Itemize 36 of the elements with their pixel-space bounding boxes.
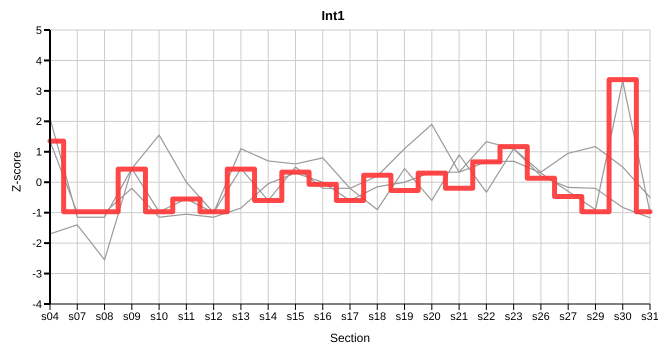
x-tick-label: s30: [614, 310, 632, 323]
x-tick-label: s11: [178, 310, 195, 323]
x-tick-label: s17: [341, 310, 359, 323]
x-tick-label: s15: [286, 310, 304, 323]
x-tick-label: s08: [96, 310, 114, 323]
x-tick-label: s27: [559, 310, 578, 323]
x-tick-label: s18: [368, 310, 386, 323]
x-axis-title: Section: [330, 331, 370, 345]
y-tick-label: 3: [36, 86, 42, 98]
y-tick-label: 2: [36, 116, 42, 128]
x-tick-label: s09: [122, 310, 141, 323]
y-tick-label: 4: [36, 55, 42, 68]
x-tick-label: s31: [641, 310, 659, 323]
x-tick-label: s22: [477, 310, 496, 323]
y-axis-title: Z-score: [9, 151, 24, 192]
x-tick-label: s10: [150, 310, 168, 323]
y-tick-label: -4: [32, 298, 42, 311]
y-tick-label: -3: [32, 268, 42, 280]
x-tick-label: s14: [259, 310, 278, 323]
y-tick-label: 1: [36, 146, 42, 159]
x-tick-label: s13: [232, 310, 250, 323]
x-tick-label: s20: [422, 310, 441, 323]
y-tick-label: -2: [32, 238, 42, 250]
x-tick-label: s26: [532, 310, 550, 323]
y-tick-label: 5: [36, 24, 42, 37]
x-tick-label: s07: [68, 310, 86, 323]
x-tick-label: s04: [41, 310, 59, 323]
y-tick-label: -1: [32, 208, 42, 220]
x-tick-label: s16: [314, 310, 332, 323]
x-tick-label: s12: [204, 310, 223, 323]
chart-title: Int1: [320, 8, 346, 25]
x-tick-label: s19: [396, 310, 414, 323]
x-tick-label: s21: [450, 310, 468, 323]
y-tick-label: 0: [36, 177, 42, 190]
x-tick-label: s29: [586, 310, 604, 323]
x-tick-label: s23: [504, 310, 523, 323]
